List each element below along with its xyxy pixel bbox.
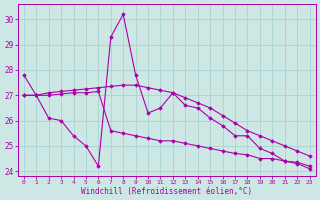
X-axis label: Windchill (Refroidissement éolien,°C): Windchill (Refroidissement éolien,°C): [81, 187, 252, 196]
